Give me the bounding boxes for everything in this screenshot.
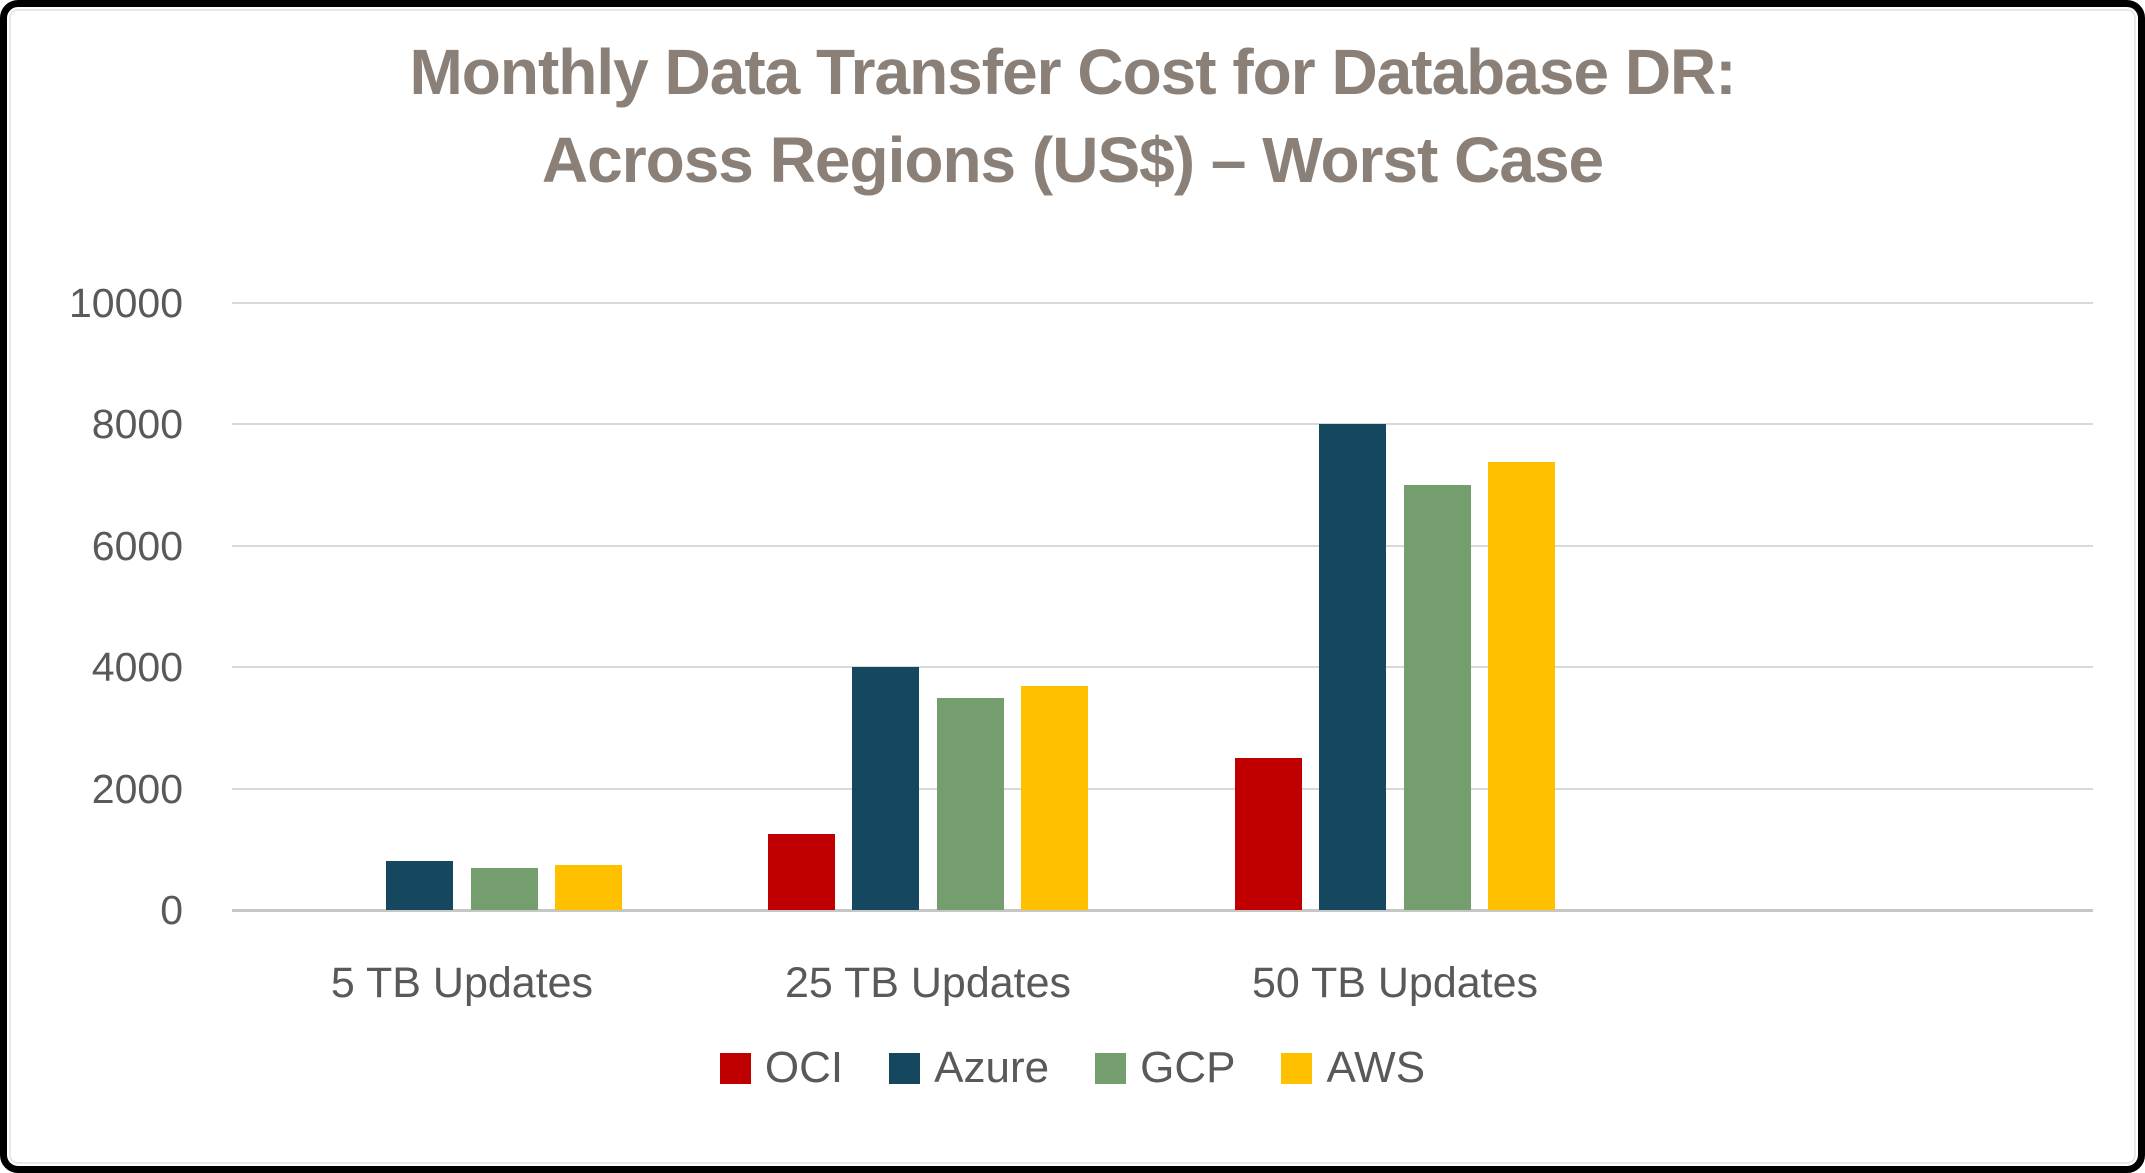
legend-label-azure: Azure (934, 1043, 1050, 1092)
gridline (232, 423, 2093, 426)
gridline (232, 544, 2093, 547)
gridline (232, 787, 2093, 790)
x-category-label-50-tb-updates: 50 TB Updates (1251, 959, 1539, 1007)
x-category-label-5-tb-updates: 5 TB Updates (330, 959, 594, 1007)
bar-aws-25-tb-updates (1021, 686, 1088, 910)
legend-swatch-oci (719, 1052, 751, 1084)
chart-title: Monthly Data Transfer Cost for Database … (0, 28, 2145, 204)
y-tick-label-6000: 6000 (91, 522, 183, 569)
bar-azure-25-tb-updates (852, 667, 919, 910)
legend-item-oci: OCI (719, 1043, 844, 1092)
bar-oci-50-tb-updates (1235, 758, 1302, 910)
chart-title-line-1: Monthly Data Transfer Cost for Database … (409, 36, 1736, 108)
x-axis-baseline (232, 909, 2093, 912)
bar-gcp-25-tb-updates (937, 698, 1004, 910)
bar-gcp-5-tb-updates (471, 868, 538, 910)
gridline (232, 666, 2093, 669)
legend: OCI Azure GCP AWS (0, 1044, 2145, 1092)
legend-label-aws: AWS (1326, 1043, 1426, 1092)
bar-aws-5-tb-updates (555, 865, 622, 910)
y-tick-label-4000: 4000 (91, 644, 183, 691)
chart-title-line-2: Across Regions (US$) – Worst Case (541, 124, 1604, 196)
gridline (232, 302, 2093, 304)
legend-item-aws: AWS (1281, 1044, 1425, 1092)
bar-gcp-50-tb-updates (1404, 485, 1471, 910)
y-tick-label-0: 0 (160, 887, 183, 933)
bar-azure-5-tb-updates (386, 861, 453, 910)
y-tick-label-10000: 10000 (68, 280, 183, 326)
legend-label-oci: OCI (764, 1043, 844, 1092)
y-tick-label-2000: 2000 (91, 765, 183, 812)
legend-swatch-gcp (1095, 1052, 1127, 1084)
legend-swatch-azure (889, 1052, 921, 1084)
y-tick-label-8000: 8000 (91, 401, 183, 448)
legend-label-gcp: GCP (1140, 1043, 1236, 1092)
legend-item-azure: Azure (889, 1044, 1049, 1092)
legend-item-gcp: GCP (1095, 1044, 1235, 1092)
bar-oci-25-tb-updates (768, 834, 835, 910)
bar-azure-50-tb-updates (1319, 424, 1386, 910)
bar-aws-50-tb-updates (1488, 462, 1555, 910)
legend-swatch-aws (1281, 1052, 1313, 1084)
x-category-label-25-tb-updates: 25 TB Updates (784, 959, 1072, 1007)
